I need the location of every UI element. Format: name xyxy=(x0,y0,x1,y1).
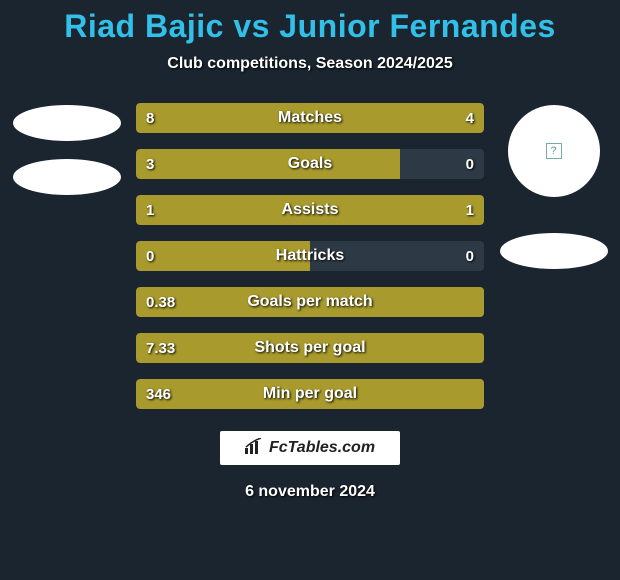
bar-label: Goals per match xyxy=(247,293,372,311)
bar-row: 346 Min per goal xyxy=(136,379,484,409)
bar-fill-left xyxy=(136,149,400,179)
player-right-avatar-ellipse xyxy=(500,233,608,269)
bar-label: Goals xyxy=(288,155,332,173)
bar-value-right: 4 xyxy=(466,110,474,127)
bar-row: 1 Assists 1 xyxy=(136,195,484,225)
brand-badge: FcTables.com xyxy=(220,431,400,465)
bar-value-left: 1 xyxy=(146,202,154,219)
chart-area: 8 Matches 4 3 Goals 0 1 Assists 1 0 Hattricks 0 0.38… xyxy=(0,103,620,409)
brand-chart-icon xyxy=(245,438,263,459)
player-left-avatar-ellipse-2 xyxy=(13,159,121,195)
footer-date: 6 november 2024 xyxy=(0,483,620,501)
bar-value-left: 346 xyxy=(146,386,171,403)
bar-row: 7.33 Shots per goal xyxy=(136,333,484,363)
player-left-avatar-ellipse-1 xyxy=(13,105,121,141)
bar-label: Hattricks xyxy=(276,247,344,265)
bar-label: Matches xyxy=(278,109,342,127)
bar-value-left: 7.33 xyxy=(146,340,175,357)
page-subtitle: Club competitions, Season 2024/2025 xyxy=(0,55,620,73)
comparison-card: Riad Bajic vs Junior Fernandes Club comp… xyxy=(0,0,620,580)
player-right-avatar: ? xyxy=(508,105,600,197)
bar-label: Shots per goal xyxy=(254,339,365,357)
bar-value-right: 0 xyxy=(466,156,474,173)
bar-value-left: 0.38 xyxy=(146,294,175,311)
brand-text: FcTables.com xyxy=(269,439,375,457)
left-player-column xyxy=(9,103,124,195)
right-player-column: ? xyxy=(496,103,611,269)
bar-row: 3 Goals 0 xyxy=(136,149,484,179)
bar-row: 0 Hattricks 0 xyxy=(136,241,484,271)
bar-row: 8 Matches 4 xyxy=(136,103,484,133)
bar-label: Assists xyxy=(282,201,339,219)
bar-value-right: 0 xyxy=(466,248,474,265)
bar-value-right: 1 xyxy=(466,202,474,219)
page-title: Riad Bajic vs Junior Fernandes xyxy=(0,8,620,45)
avatar-placeholder-icon: ? xyxy=(546,143,562,159)
bar-value-left: 8 xyxy=(146,110,154,127)
bar-value-left: 0 xyxy=(146,248,154,265)
bar-label: Min per goal xyxy=(263,385,357,403)
bar-value-left: 3 xyxy=(146,156,154,173)
comparison-bars: 8 Matches 4 3 Goals 0 1 Assists 1 0 Hattricks 0 0.38… xyxy=(136,103,484,409)
bar-row: 0.38 Goals per match xyxy=(136,287,484,317)
